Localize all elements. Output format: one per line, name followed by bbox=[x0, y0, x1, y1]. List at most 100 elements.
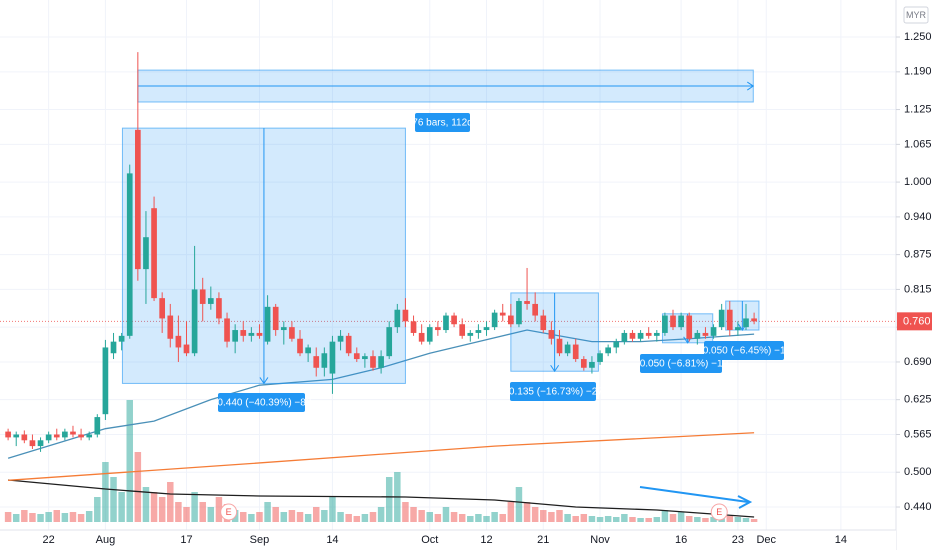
y-tick-label: 1.065 bbox=[904, 138, 932, 150]
volume-bar bbox=[418, 510, 425, 522]
currency-box[interactable] bbox=[903, 6, 929, 24]
volume-bar bbox=[385, 477, 393, 522]
price-axis bbox=[896, 0, 932, 550]
y-tick-label: 0.440 bbox=[904, 501, 932, 513]
volume-bar bbox=[491, 512, 498, 522]
candle-body bbox=[718, 309, 725, 328]
candle-body bbox=[605, 347, 611, 354]
candle-body bbox=[686, 315, 693, 339]
candle-body bbox=[499, 312, 506, 316]
volume-bar bbox=[345, 514, 352, 522]
candle-body bbox=[475, 330, 482, 333]
volume-bar bbox=[564, 514, 571, 522]
trend-arrow-head bbox=[737, 495, 753, 509]
candle-body bbox=[613, 341, 620, 348]
candle-body bbox=[232, 330, 238, 342]
candle-body bbox=[329, 341, 336, 374]
volume-bar bbox=[110, 477, 117, 522]
volume-bar bbox=[240, 512, 247, 522]
volume-bar bbox=[4, 512, 12, 522]
volume-bar bbox=[134, 452, 142, 522]
volume-bar bbox=[483, 516, 490, 522]
candle-body bbox=[629, 332, 636, 339]
volume-bar bbox=[69, 512, 77, 522]
candle-body bbox=[224, 318, 230, 342]
volume-bar bbox=[475, 514, 482, 522]
x-tick-label: 22 bbox=[43, 534, 55, 546]
candle-body bbox=[645, 332, 652, 336]
event-marker[interactable] bbox=[220, 503, 238, 521]
candle-body bbox=[735, 327, 741, 331]
x-tick-label: Nov bbox=[590, 534, 610, 546]
trend-arrow bbox=[639, 486, 749, 503]
candle-body bbox=[410, 321, 417, 333]
candle-body bbox=[402, 309, 409, 322]
volume-bar bbox=[142, 487, 150, 522]
event-marker[interactable] bbox=[710, 503, 728, 521]
candle-body bbox=[175, 335, 182, 348]
volume-bar bbox=[337, 512, 344, 522]
candle-body bbox=[353, 353, 360, 360]
time-axis bbox=[0, 530, 896, 550]
volume-bar bbox=[296, 512, 304, 522]
event-label: E bbox=[716, 507, 722, 517]
candle-body bbox=[272, 306, 279, 331]
x-tick-label: 21 bbox=[537, 534, 549, 546]
candle-body bbox=[297, 338, 303, 354]
candle-body bbox=[118, 335, 125, 342]
volume-bar bbox=[677, 512, 685, 522]
candle-body bbox=[289, 327, 295, 339]
volume-bar bbox=[726, 516, 734, 522]
grid bbox=[0, 0, 896, 530]
volume-bar bbox=[499, 514, 506, 522]
axes: 1.250 1.190 1.125 1.065 1.000 0.940 0.875 0.815… bbox=[43, 31, 932, 546]
candle-body bbox=[86, 434, 93, 438]
measure-label: 76 bars, 112d bbox=[412, 118, 472, 129]
candle-body bbox=[564, 344, 571, 354]
candle-body bbox=[621, 332, 628, 342]
volume-bar bbox=[158, 497, 166, 522]
candle-body bbox=[394, 309, 401, 328]
volume-bar bbox=[102, 462, 109, 522]
candle-body bbox=[524, 301, 530, 304]
volume-bar bbox=[312, 507, 320, 522]
volume-bar bbox=[369, 512, 377, 522]
volume-bar bbox=[694, 517, 701, 522]
volume-bar bbox=[596, 517, 604, 522]
event-label: E bbox=[226, 507, 232, 517]
volume-bar bbox=[361, 514, 369, 522]
overlay: 76 bars, 112d −0.440 (−40.39%) −88 −0.135 … bbox=[212, 113, 792, 521]
volume-bar bbox=[53, 510, 61, 522]
volume-bar bbox=[702, 518, 709, 522]
volume-bar bbox=[580, 514, 588, 522]
volume-bar bbox=[588, 516, 596, 522]
y-tick-label: 0.815 bbox=[904, 283, 932, 295]
volume-bar bbox=[734, 517, 742, 522]
candle-body bbox=[62, 431, 68, 438]
volume-bar bbox=[256, 512, 263, 522]
candle-body bbox=[70, 431, 76, 435]
candle-body bbox=[126, 173, 133, 336]
candle-body bbox=[110, 341, 117, 354]
volume-bar bbox=[637, 518, 644, 522]
y-tick-label: 0.690 bbox=[904, 356, 932, 368]
candle-body bbox=[199, 289, 206, 304]
candle-body bbox=[370, 356, 376, 368]
candle-body bbox=[167, 315, 174, 339]
volume-pane bbox=[4, 400, 758, 522]
y-tick-label: 1.000 bbox=[904, 176, 932, 188]
candle-body bbox=[45, 434, 52, 441]
x-tick-label: Sep bbox=[250, 534, 270, 546]
volume-bar bbox=[126, 400, 133, 522]
measure-arrow-head bbox=[747, 81, 755, 91]
volume-bar bbox=[507, 502, 515, 522]
candle-body bbox=[426, 327, 433, 342]
volume-bar bbox=[523, 502, 531, 522]
candle-body bbox=[53, 434, 60, 438]
last-price-tag bbox=[897, 312, 932, 331]
candle-body bbox=[435, 327, 441, 331]
candle-body bbox=[451, 315, 457, 325]
volume-bar bbox=[661, 510, 669, 522]
candle-body bbox=[662, 315, 668, 333]
volume-bar bbox=[442, 507, 450, 522]
